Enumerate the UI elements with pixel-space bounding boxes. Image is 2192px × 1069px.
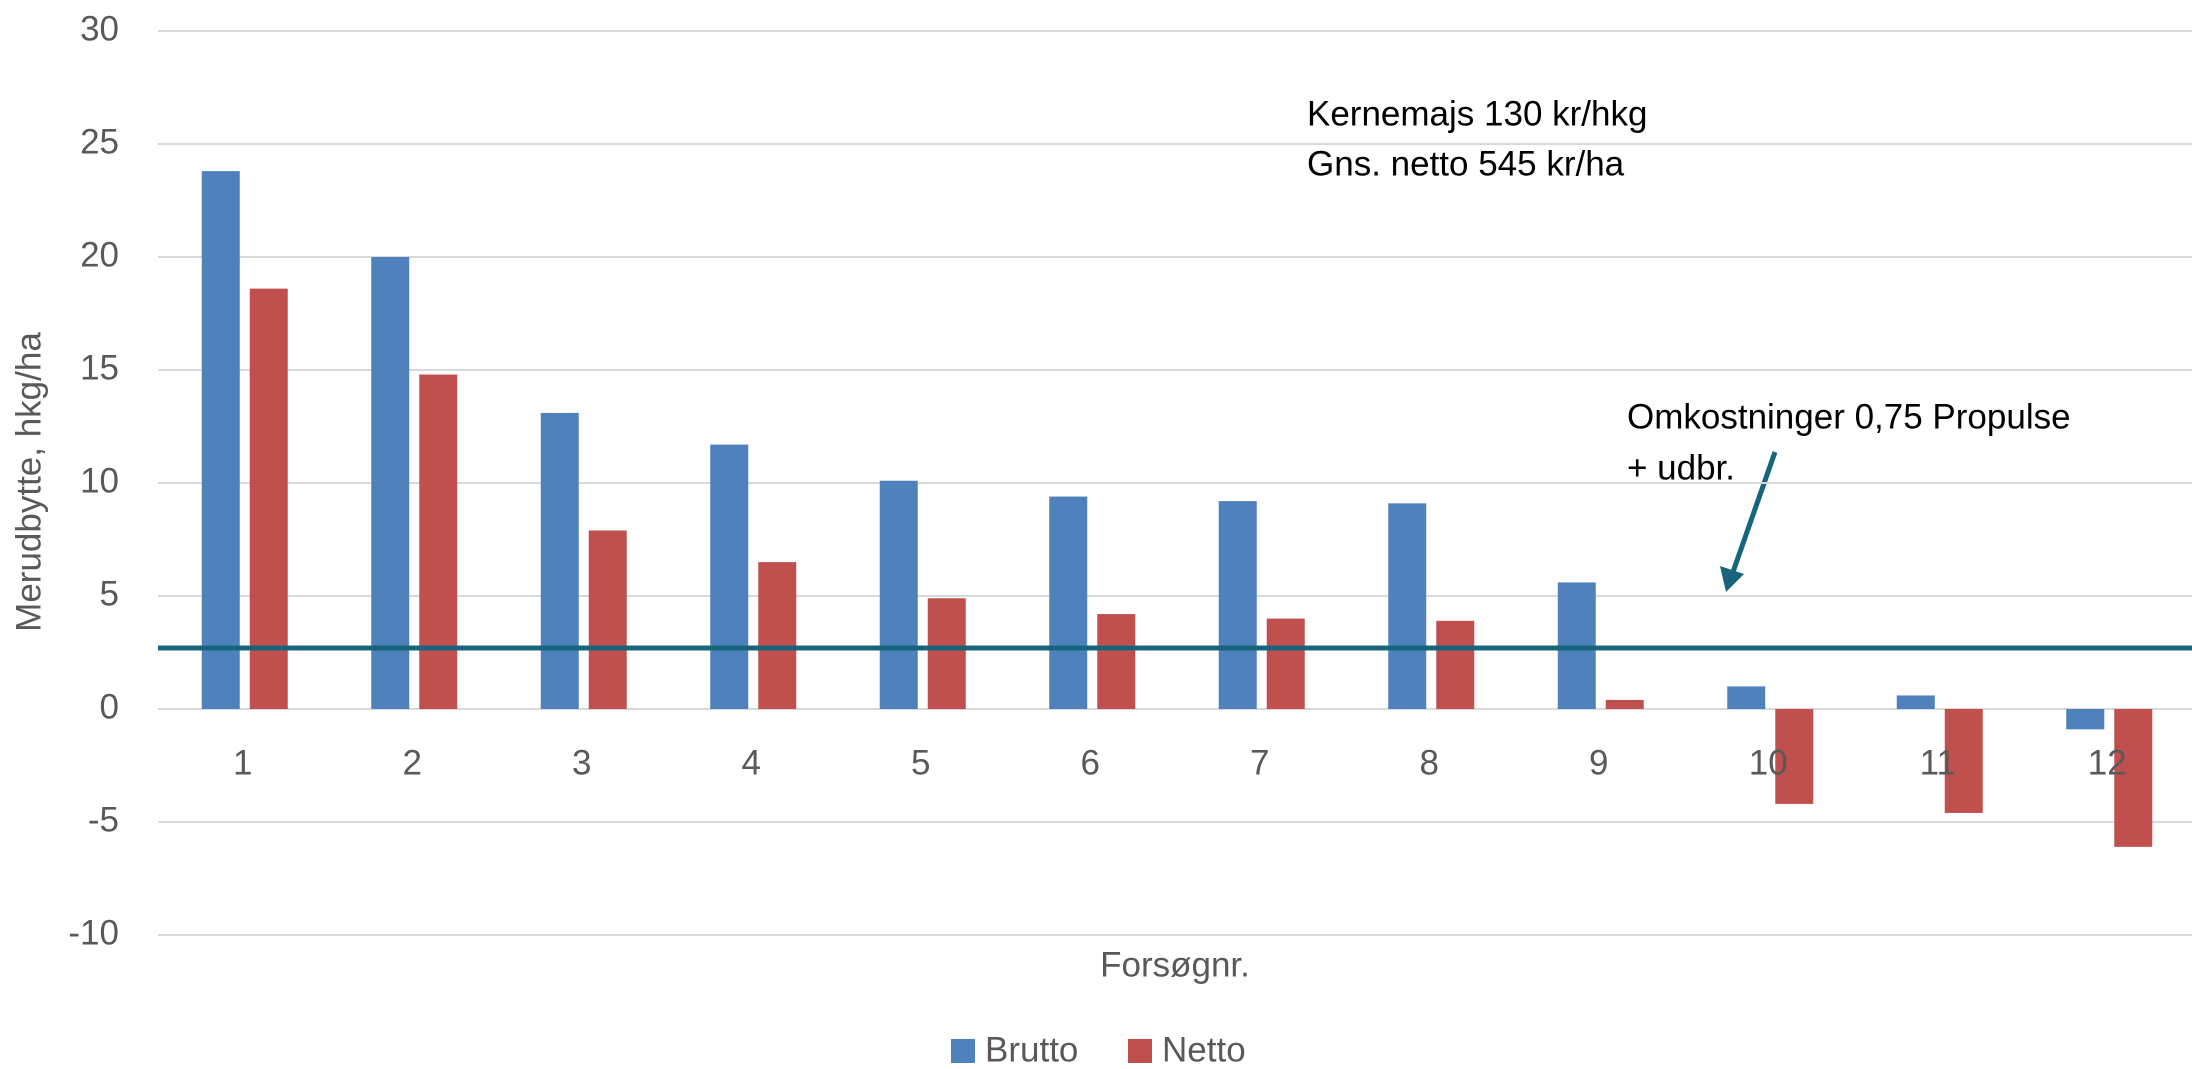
bar bbox=[879, 480, 918, 709]
legend-swatch bbox=[951, 1039, 975, 1063]
bar bbox=[2066, 709, 2105, 730]
y-tick-label: -10 bbox=[68, 913, 119, 952]
x-tick-label: 6 bbox=[1081, 743, 1100, 782]
x-tick-label: 8 bbox=[1420, 743, 1439, 782]
bar bbox=[201, 171, 240, 709]
bar bbox=[2114, 709, 2153, 847]
legend-label: Brutto bbox=[985, 1030, 1078, 1069]
bar bbox=[1388, 503, 1427, 709]
x-tick-label: 3 bbox=[572, 743, 591, 782]
y-tick-label: 15 bbox=[80, 348, 119, 387]
annotation: + udbr. bbox=[1627, 448, 1735, 487]
y-axis-title: Merudbytte, hkg/ha bbox=[9, 332, 48, 632]
y-tick-label: 0 bbox=[100, 687, 119, 726]
bar bbox=[1944, 709, 1983, 813]
legend-swatch bbox=[1128, 1039, 1152, 1063]
y-tick-label: -5 bbox=[88, 800, 119, 839]
annotation: Gns. netto 545 kr/ha bbox=[1307, 144, 1625, 183]
x-tick-label: 4 bbox=[742, 743, 761, 782]
x-tick-label: 7 bbox=[1250, 743, 1269, 782]
bar bbox=[1896, 695, 1935, 709]
bar bbox=[1775, 709, 1814, 804]
x-tick-label: 10 bbox=[1749, 743, 1788, 782]
annotation: Omkostninger 0,75 Propulse bbox=[1627, 397, 2071, 436]
x-tick-label: 1 bbox=[233, 743, 252, 782]
bar bbox=[419, 374, 458, 709]
bar bbox=[1266, 618, 1305, 709]
bar bbox=[710, 444, 749, 709]
arrow bbox=[1730, 451, 1778, 573]
x-tick-label: 5 bbox=[911, 743, 930, 782]
x-tick-label: 11 bbox=[1920, 743, 1956, 782]
y-tick-label: 30 bbox=[80, 9, 119, 48]
arrow-head bbox=[1720, 566, 1744, 592]
bar bbox=[1436, 620, 1475, 709]
bar bbox=[588, 530, 627, 709]
y-tick-label: 10 bbox=[80, 461, 119, 500]
bar bbox=[371, 257, 410, 709]
x-tick-label: 9 bbox=[1589, 743, 1608, 782]
y-tick-label: 25 bbox=[80, 122, 119, 161]
bar bbox=[1605, 699, 1644, 709]
annotation: Kernemajs 130 kr/hkg bbox=[1307, 94, 1647, 133]
x-tick-label: 12 bbox=[2088, 743, 2127, 782]
y-tick-label: 20 bbox=[80, 235, 119, 274]
bar bbox=[758, 562, 797, 709]
y-tick-label: 5 bbox=[100, 574, 119, 613]
bar bbox=[1727, 686, 1766, 709]
x-tick-label: 2 bbox=[403, 743, 422, 782]
bar bbox=[540, 412, 579, 709]
x-axis-title: Forsøgnr. bbox=[1100, 945, 1250, 984]
bar bbox=[1097, 614, 1136, 709]
legend-label: Netto bbox=[1162, 1030, 1246, 1069]
bar bbox=[249, 288, 288, 709]
bar bbox=[1218, 501, 1257, 709]
bar bbox=[927, 598, 966, 709]
bar bbox=[1049, 496, 1088, 709]
